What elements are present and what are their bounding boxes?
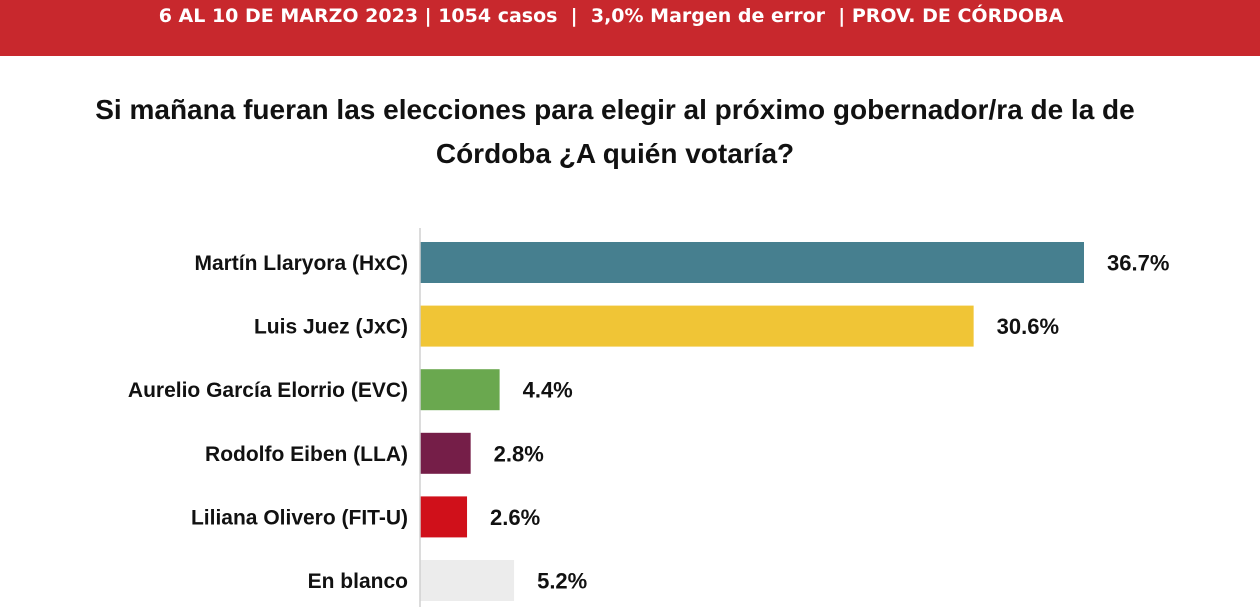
data-label: 36.7% bbox=[1107, 251, 1169, 276]
category-label: Luis Juez (JxC) bbox=[254, 316, 408, 339]
data-label: 2.6% bbox=[490, 505, 540, 530]
data-label: 4.4% bbox=[523, 378, 573, 403]
bar bbox=[420, 369, 500, 411]
bars-group: Martín Llaryora (HxC) 36.7% Luis Juez (JxC… bbox=[128, 242, 1169, 601]
category-label: Liliana Olivero (FIT-U) bbox=[191, 506, 408, 529]
bar bbox=[420, 242, 1084, 283]
data-label: 5.2% bbox=[537, 569, 587, 594]
category-label: En blanco bbox=[308, 570, 408, 593]
bar bbox=[420, 432, 471, 474]
bar bbox=[420, 560, 515, 601]
header-banner: 6 AL 10 DE MARZO 2023 | 1054 casos | 3,0… bbox=[0, 0, 1260, 56]
bar bbox=[420, 496, 468, 538]
header-text: 6 AL 10 DE MARZO 2023 | 1054 casos | 3,0… bbox=[158, 5, 1064, 27]
bar bbox=[420, 305, 974, 347]
category-label: Rodolfo Eiben (LLA) bbox=[205, 443, 408, 466]
chart-title: Si mañana fueran las elecciones para ele… bbox=[95, 94, 1135, 169]
data-label: 30.6% bbox=[997, 314, 1059, 339]
data-label: 2.8% bbox=[494, 441, 544, 466]
category-label: Martín Llaryora (HxC) bbox=[194, 252, 408, 275]
category-label: Aurelio García Elorrio (EVC) bbox=[128, 379, 408, 402]
